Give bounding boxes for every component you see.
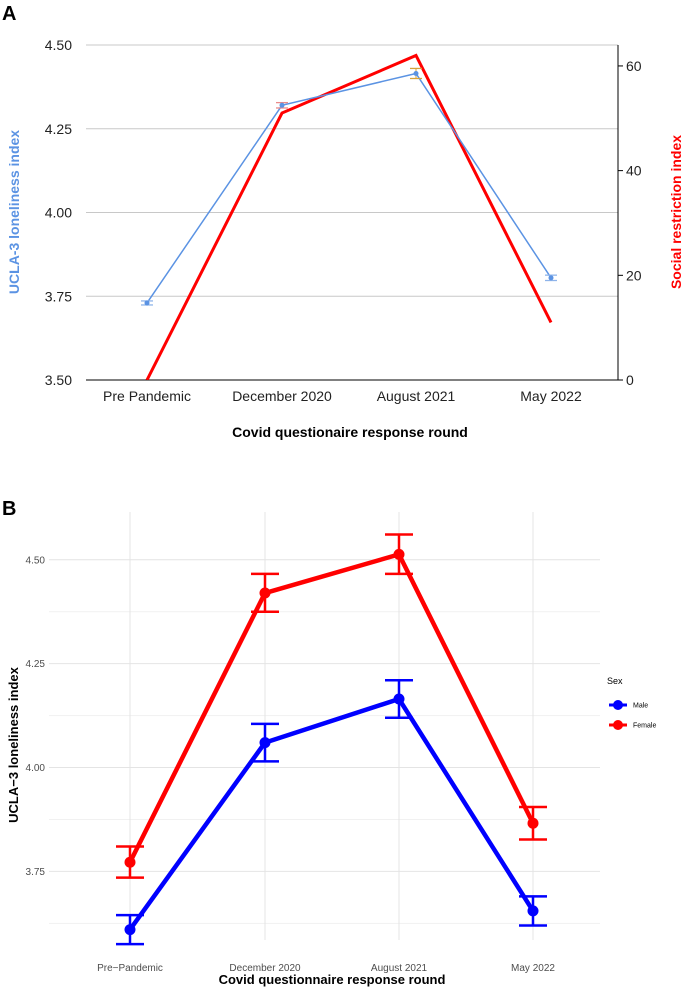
right-tick-label: 20 xyxy=(626,267,642,283)
panel-b-x-axis-label: Covid questionnaire response round xyxy=(219,972,446,987)
panel-b: B 3.75 4.00 4.25 4.50 Pre−Pandemic December … xyxy=(2,498,656,987)
left-tick-label: 4.00 xyxy=(45,205,72,221)
left-tick-label: 3.75 xyxy=(45,288,72,304)
panel-b-series xyxy=(116,533,547,946)
panel-b-letter: B xyxy=(2,498,16,520)
loneliness-point xyxy=(144,300,150,306)
x-tick-label: December 2020 xyxy=(232,388,332,404)
panel-a-series xyxy=(141,53,557,380)
panel-a: A 3.50 3.75 4.00 4.25 4.50 0 20 40 60 Pre Pande… xyxy=(2,3,684,440)
x-tick-label: May 2022 xyxy=(511,963,555,974)
y-tick-label: 4.50 xyxy=(26,555,46,566)
male-point xyxy=(259,737,271,749)
panel-b-legend: Sex Male Female xyxy=(607,676,656,730)
y-tick-label: 3.75 xyxy=(26,867,46,878)
panel-a-right-axis-label: Social restriction index xyxy=(668,135,684,289)
panel-b-gridlines xyxy=(49,512,600,940)
left-tick-label: 3.50 xyxy=(45,372,72,388)
panel-a-letter: A xyxy=(2,3,16,25)
legend-label: Male xyxy=(633,703,648,710)
social-restriction-line xyxy=(145,53,553,380)
female-point xyxy=(527,817,539,829)
male-line xyxy=(128,696,535,931)
right-tick-label: 0 xyxy=(626,372,634,388)
left-tick-label: 4.25 xyxy=(45,121,72,137)
y-tick-label: 4.00 xyxy=(26,763,46,774)
legend-key-point xyxy=(613,720,623,730)
female-point xyxy=(124,856,136,868)
panel-a-x-tick-labels: Pre Pandemic December 2020 August 2021 May … xyxy=(103,388,582,404)
x-tick-label: August 2021 xyxy=(371,963,428,974)
female-point xyxy=(259,587,271,599)
x-tick-label: Pre−Pandemic xyxy=(97,963,163,974)
female-line xyxy=(127,552,536,864)
loneliness-point xyxy=(548,275,554,281)
panel-b-y-tick-labels: 3.75 4.00 4.25 4.50 xyxy=(26,555,46,878)
panel-a-x-axis-label: Covid questionaire response round xyxy=(232,424,468,440)
panel-a-gridlines xyxy=(86,44,623,381)
x-tick-label: December 2020 xyxy=(229,963,301,974)
y-tick-label: 4.25 xyxy=(26,659,46,670)
female-point xyxy=(393,548,405,560)
panel-a-right-tick-labels: 0 20 40 60 xyxy=(626,58,642,388)
male-point xyxy=(124,924,136,936)
legend-label: Female xyxy=(633,723,656,730)
legend-key-point xyxy=(613,700,623,710)
x-tick-label: May 2022 xyxy=(520,388,582,404)
panel-b-y-axis-label: UCLA−3 loneliness index xyxy=(6,666,21,822)
loneliness-point xyxy=(413,70,419,76)
left-tick-label: 4.50 xyxy=(45,37,72,53)
panel-a-left-axis-label: UCLA-3 loneliness index xyxy=(6,130,22,294)
loneliness-point xyxy=(279,102,285,108)
right-tick-label: 40 xyxy=(626,163,642,179)
male-point xyxy=(527,905,539,917)
male-point xyxy=(393,693,405,705)
x-tick-label: August 2021 xyxy=(377,388,456,404)
panel-b-x-tick-labels: Pre−Pandemic December 2020 August 2021 May … xyxy=(97,963,555,974)
legend-title: Sex xyxy=(607,676,623,686)
panel-a-left-tick-labels: 3.50 3.75 4.00 4.25 4.50 xyxy=(45,37,72,388)
right-tick-label: 60 xyxy=(626,58,642,74)
loneliness-line xyxy=(146,72,552,304)
x-tick-label: Pre Pandemic xyxy=(103,388,191,404)
